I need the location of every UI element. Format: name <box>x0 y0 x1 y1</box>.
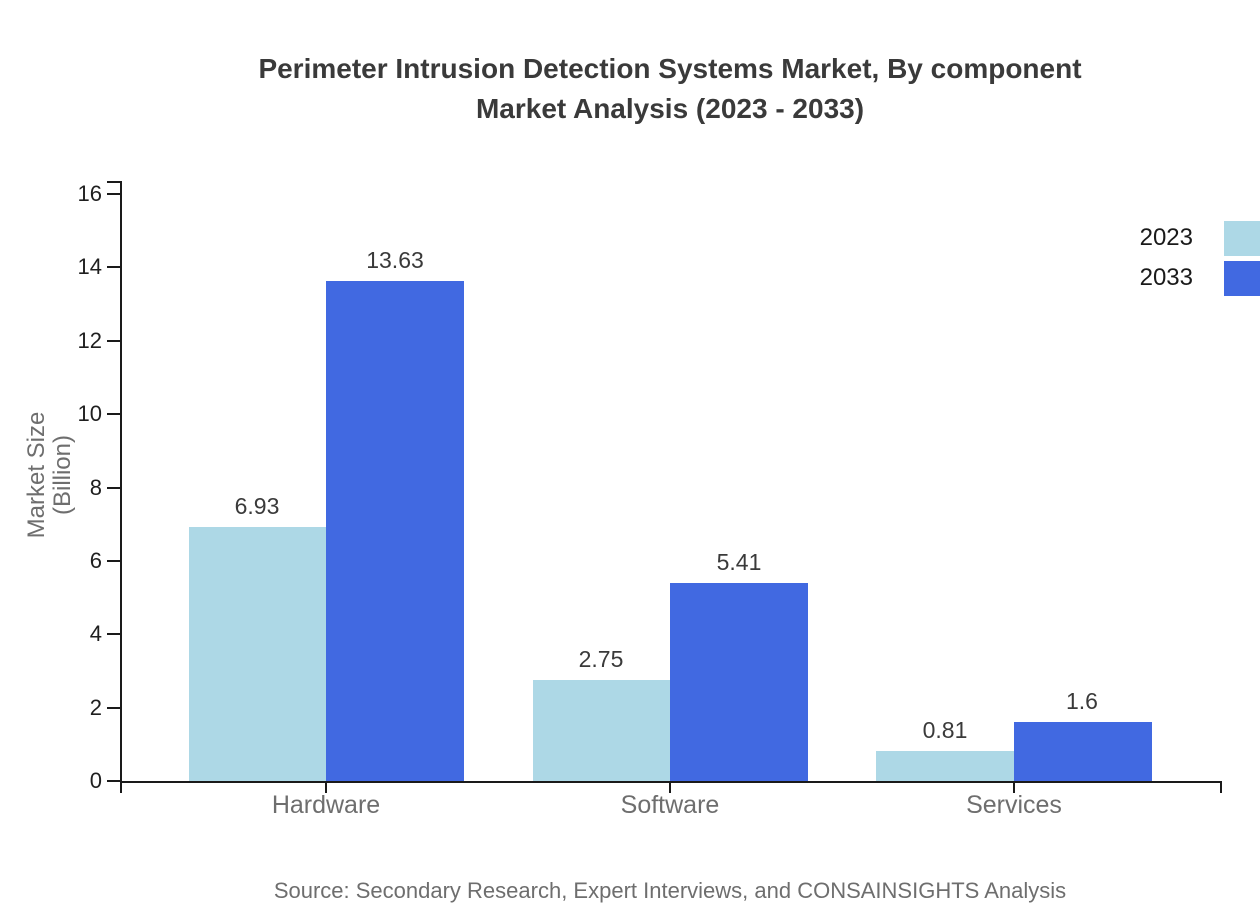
bar-value-label: 0.81 <box>922 717 968 743</box>
y-tick-label: 4 <box>89 621 102 646</box>
x-tick <box>1013 783 1015 793</box>
x-axis-right-cap <box>1220 781 1222 793</box>
category-label: Software <box>620 791 720 819</box>
y-tick <box>107 266 122 268</box>
y-tick <box>107 487 122 489</box>
category-label: Services <box>966 791 1062 819</box>
bar-value-label: 2.75 <box>578 646 624 672</box>
chart-title: Perimeter Intrusion Detection Systems Ma… <box>80 49 1260 129</box>
bar-services-2033 <box>1014 722 1152 781</box>
x-tick <box>325 783 327 793</box>
y-tick-label: 2 <box>89 695 102 720</box>
y-tick <box>107 193 122 195</box>
legend-label-2033: 2033 <box>1139 264 1193 291</box>
bar-value-label: 1.6 <box>1066 688 1098 714</box>
y-tick <box>107 560 122 562</box>
y-tick-label: 0 <box>89 768 102 793</box>
bar-services-2023 <box>876 751 1014 781</box>
y-tick-label: 6 <box>89 548 102 573</box>
bar-hardware-2033 <box>326 281 464 781</box>
x-axis-line <box>120 781 1222 783</box>
chart-title-line2: Market Analysis (2023 - 2033) <box>475 93 865 124</box>
y-tick <box>107 633 122 635</box>
bar-value-label: 5.41 <box>716 549 762 575</box>
bar-value-label: 6.93 <box>234 493 280 519</box>
bar-value-label: 13.63 <box>366 247 424 273</box>
legend-label-2023: 2023 <box>1139 224 1193 251</box>
chart-title-line1: Perimeter Intrusion Detection Systems Ma… <box>258 53 1082 84</box>
y-tick-label: 14 <box>77 254 102 279</box>
x-tick <box>669 783 671 793</box>
y-axis-top-cap <box>107 181 122 183</box>
y-tick-label: 10 <box>77 401 102 426</box>
bar-software-2023 <box>533 680 671 781</box>
y-tick <box>107 340 122 342</box>
y-tick-label: 16 <box>77 181 102 206</box>
y-tick <box>107 707 122 709</box>
source-note: Source: Secondary Research, Expert Inter… <box>273 878 1067 903</box>
bar-hardware-2023 <box>189 527 327 781</box>
y-tick <box>107 413 122 415</box>
y-tick-label: 8 <box>89 475 102 500</box>
legend-swatch-2033 <box>1224 261 1260 296</box>
bar-software-2033 <box>670 583 808 781</box>
y-tick <box>107 780 122 782</box>
y-tick-label: 12 <box>77 328 102 353</box>
legend-swatch-2023 <box>1224 221 1260 256</box>
category-label: Hardware <box>271 791 381 819</box>
